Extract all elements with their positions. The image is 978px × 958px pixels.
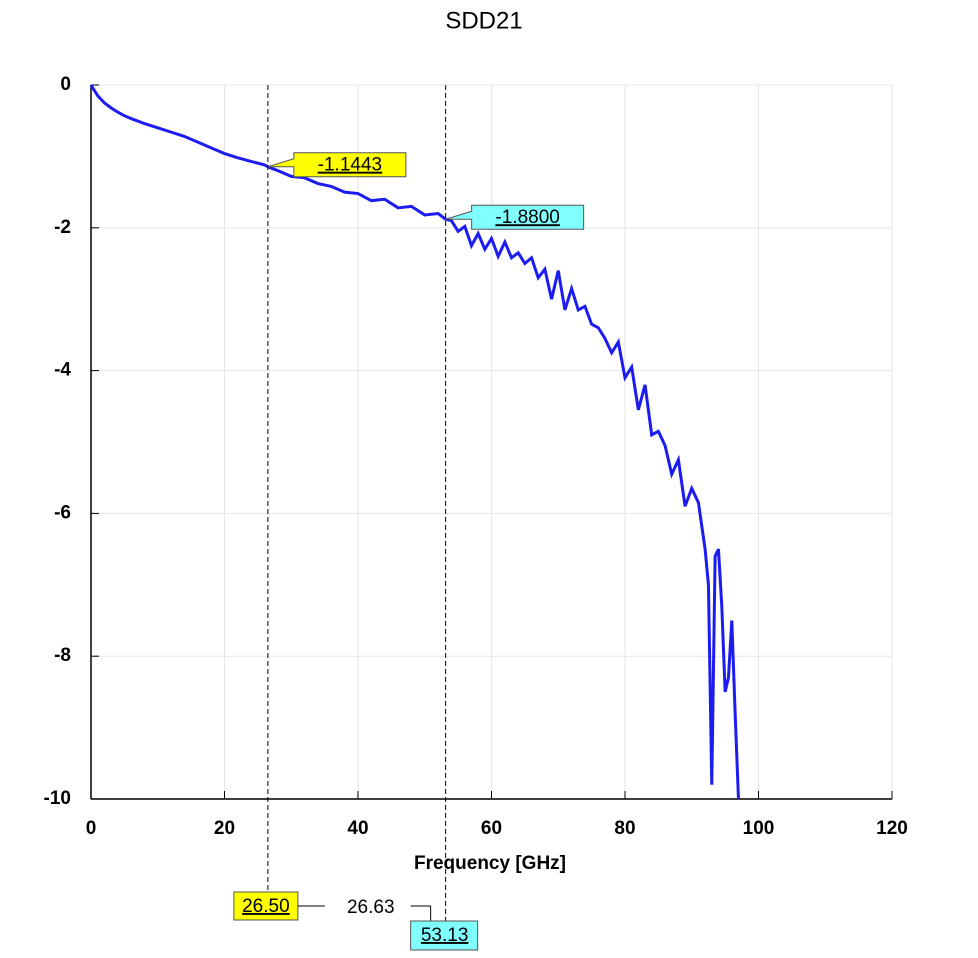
x-tick-label: 40 xyxy=(347,818,368,839)
x-tick-label: 20 xyxy=(214,818,235,839)
marker-callout xyxy=(445,204,585,230)
y-tick-label: -8 xyxy=(54,645,71,666)
chart-title: SDD21 xyxy=(445,7,522,34)
marker-value: -1.1443 xyxy=(318,155,382,176)
y-tick-label: -10 xyxy=(44,788,71,809)
marker-x-label: 53.13 xyxy=(421,925,469,946)
delta-label: 26.63 xyxy=(347,897,395,918)
y-tick-label: -2 xyxy=(54,217,71,238)
marker-x-label: 26.50 xyxy=(242,896,290,917)
y-tick-label: -6 xyxy=(54,502,71,523)
marker-x-box xyxy=(410,920,479,951)
x-tick-label: 60 xyxy=(481,818,502,839)
x-tick-label: 120 xyxy=(876,818,908,839)
marker-x-box xyxy=(233,891,299,921)
data-line xyxy=(89,84,740,800)
y-tick-label: -4 xyxy=(54,360,71,381)
x-tick-label: 0 xyxy=(86,818,97,839)
x-axis-label: Frequency [GHz] xyxy=(414,853,566,874)
x-tick-label: 100 xyxy=(743,818,775,839)
marker-value: -1.8800 xyxy=(495,207,559,228)
marker-callout xyxy=(267,152,407,178)
y-tick-label: 0 xyxy=(60,74,71,95)
x-tick-label: 80 xyxy=(614,818,635,839)
